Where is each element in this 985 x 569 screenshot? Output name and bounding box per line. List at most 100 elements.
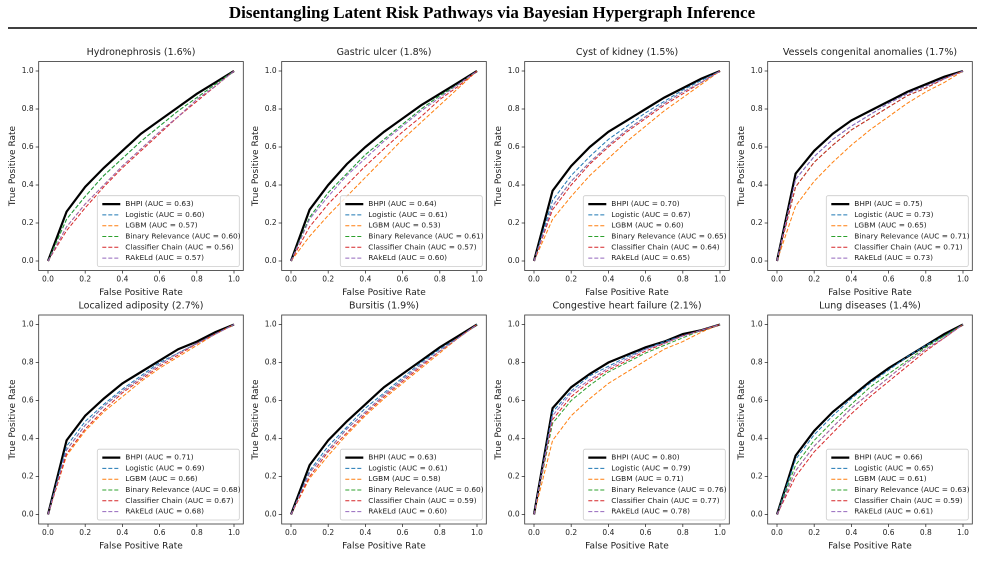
legend-label: Logistic (AUC = 0.65): [854, 463, 933, 472]
y-tick-label: 0.2: [22, 218, 34, 227]
roc-curve: [776, 324, 964, 515]
legend-box: [825, 448, 969, 521]
axes-frame: [281, 61, 487, 271]
x-tick-label: 0.8: [677, 528, 689, 537]
roc-curve: [533, 70, 721, 262]
y-tick-label: 0.2: [22, 472, 34, 481]
legend-label: BHPI (AUC = 0.70): [611, 199, 679, 208]
legend-label: LGBM (AUC = 0.66): [125, 474, 197, 483]
x-tick-label: 0.0: [285, 528, 297, 537]
x-tick-label: 0.4: [359, 275, 371, 284]
legend-box: [339, 195, 483, 267]
subplot: Lung diseases (1.4%) False Positive Rate T…: [737, 301, 973, 552]
legend-box: [582, 195, 726, 267]
x-axis-label: False Positive Rate: [585, 542, 669, 552]
y-tick-label: 0.4: [22, 434, 34, 443]
legend-label: RAkELd (AUC = 0.68): [125, 507, 204, 516]
roc-curve: [533, 70, 721, 262]
axes-frame: [767, 314, 973, 525]
roc-curve: [775, 69, 964, 262]
x-tick-label: 0.4: [359, 528, 371, 537]
legend-label: Classifier Chain (AUC = 0.77): [611, 496, 719, 505]
x-tick-label: 0.4: [116, 528, 128, 537]
legend-label: RAkELd (AUC = 0.65): [611, 253, 690, 262]
x-tick-label: 0.2: [322, 528, 334, 537]
x-tick-label: 1.0: [228, 528, 240, 537]
y-tick-label: 0.4: [265, 180, 277, 189]
y-tick-label: 0.0: [751, 510, 763, 519]
legend-label: BHPI (AUC = 0.71): [125, 453, 193, 462]
y-tick-label: 0.8: [751, 104, 763, 113]
x-tick-label: 0.2: [808, 528, 820, 537]
legend-label: Logistic (AUC = 0.61): [368, 463, 447, 472]
legend-label: BHPI (AUC = 0.66): [854, 453, 922, 462]
y-tick-label: 0.6: [751, 142, 763, 151]
legend-label: Binary Relevance (AUC = 0.65): [611, 232, 726, 241]
legend-label: LGBM (AUC = 0.58): [368, 474, 440, 483]
y-tick-label: 0.4: [751, 180, 763, 189]
y-axis-label: True Positive Rate: [737, 379, 747, 461]
legend-label: LGBM (AUC = 0.60): [611, 221, 683, 230]
roc-curve: [776, 324, 964, 515]
roc-curve: [533, 324, 721, 515]
legend-label: Binary Relevance (AUC = 0.60): [125, 232, 240, 241]
roc-curve: [289, 70, 478, 262]
y-tick-label: 1.0: [508, 320, 520, 329]
x-tick-label: 0.2: [79, 275, 91, 284]
y-axis-label: True Positive Rate: [8, 125, 18, 207]
x-tick-label: 0.6: [154, 275, 166, 284]
roc-curve: [775, 323, 964, 515]
legend-label: Binary Relevance (AUC = 0.63): [854, 485, 969, 494]
y-tick-label: 0.6: [508, 396, 520, 405]
roc-curve: [47, 70, 235, 262]
y-tick-label: 0.0: [265, 256, 277, 265]
y-tick-label: 0.4: [751, 434, 763, 443]
x-tick-label: 0.2: [808, 275, 820, 284]
y-tick-label: 0.2: [265, 218, 277, 227]
roc-curve: [290, 324, 478, 515]
x-tick-label: 0.2: [322, 275, 334, 284]
y-tick-label: 0.2: [265, 472, 277, 481]
y-tick-label: 0.6: [265, 396, 277, 405]
y-tick-label: 0.6: [265, 142, 277, 151]
subplot-title: Cyst of kidney (1.5%): [576, 47, 678, 58]
y-tick-label: 0.0: [508, 256, 520, 265]
legend-label: LGBM (AUC = 0.53): [368, 221, 440, 230]
legend-label: BHPI (AUC = 0.63): [368, 453, 436, 462]
x-axis-label: False Positive Rate: [342, 288, 426, 298]
x-axis-label: False Positive Rate: [828, 542, 912, 552]
subplot-title: Hydronephrosis (1.6%): [87, 47, 196, 58]
x-tick-label: 1.0: [228, 275, 240, 284]
legend-label: BHPI (AUC = 0.63): [125, 199, 193, 208]
x-tick-label: 0.0: [528, 275, 540, 284]
legend-label: Classifier Chain (AUC = 0.64): [611, 242, 719, 251]
roc-curve: [290, 70, 478, 262]
y-tick-label: 0.8: [22, 358, 34, 367]
y-tick-label: 0.2: [751, 472, 763, 481]
subplot: Cyst of kidney (1.5%) False Positive Rate…: [494, 47, 730, 298]
x-tick-label: 0.4: [602, 275, 614, 284]
x-tick-label: 0.8: [434, 275, 446, 284]
x-tick-label: 0.6: [640, 528, 652, 537]
x-tick-label: 0.8: [191, 275, 203, 284]
subplot: Hydronephrosis (1.6%) False Positive Rate…: [8, 47, 244, 298]
x-tick-label: 0.8: [920, 528, 932, 537]
roc-curve: [290, 324, 478, 515]
axes-frame: [524, 61, 730, 271]
roc-curve: [46, 70, 235, 262]
legend-label: RAkELd (AUC = 0.57): [125, 253, 204, 262]
subplot-title: Gastric ulcer (1.8%): [337, 47, 432, 58]
legend-label: LGBM (AUC = 0.71): [611, 474, 683, 483]
roc-curve: [290, 70, 478, 262]
y-tick-label: 0.8: [508, 104, 520, 113]
y-tick-label: 0.0: [508, 510, 520, 519]
legend-label: RAkELd (AUC = 0.61): [854, 507, 933, 516]
x-axis-label: False Positive Rate: [828, 288, 912, 298]
x-tick-label: 0.0: [771, 528, 783, 537]
roc-curve: [47, 324, 235, 515]
legend-label: Classifier Chain (AUC = 0.57): [368, 242, 476, 251]
x-tick-label: 0.4: [845, 275, 857, 284]
y-axis-label: True Positive Rate: [494, 379, 504, 461]
legend-label: Logistic (AUC = 0.61): [368, 210, 447, 219]
